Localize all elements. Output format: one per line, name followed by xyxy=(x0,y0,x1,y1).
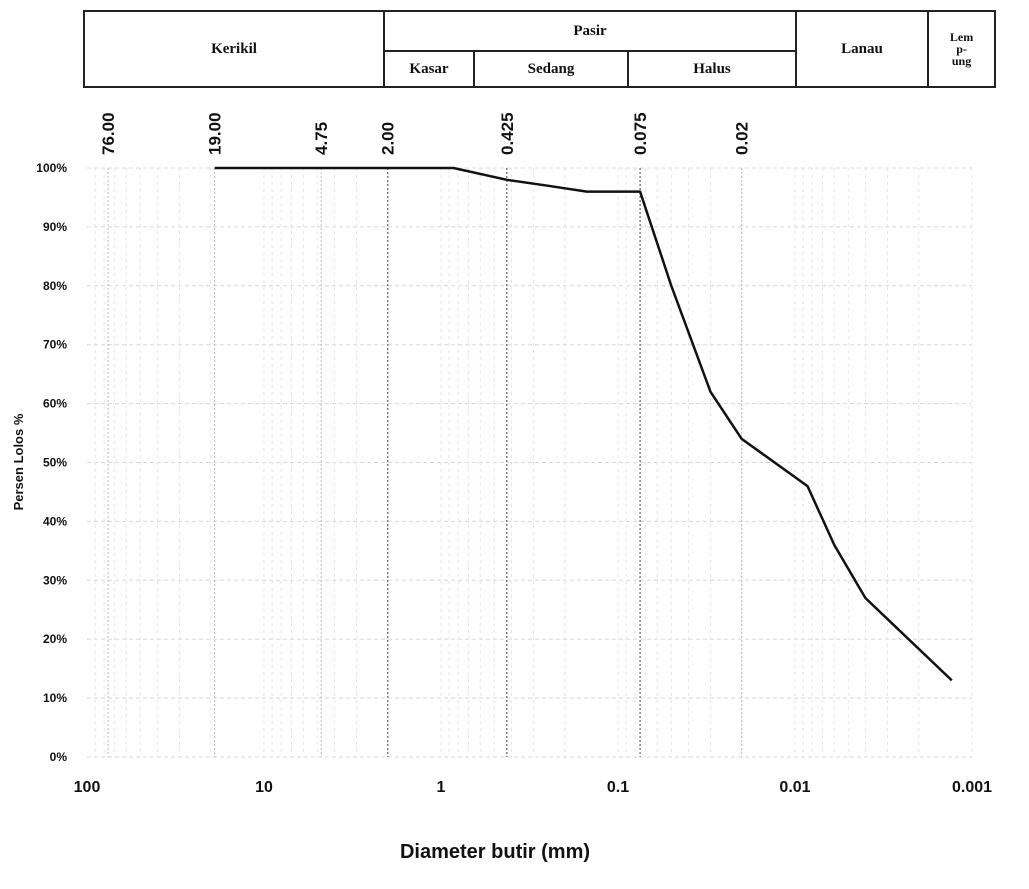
y-tick-label: 50% xyxy=(43,456,67,470)
lempung-line-2: p- xyxy=(956,42,967,56)
y-tick-label: 20% xyxy=(43,632,67,646)
y-tick-label: 0% xyxy=(50,750,68,764)
labels-layer: 0% 10% 20% 30% 40% 50% 60% 70% 80% 90% 100% 100 10 1 0… xyxy=(11,112,992,863)
y-tick-label: 90% xyxy=(43,220,67,234)
sieve-size-label: 0.075 xyxy=(631,112,650,155)
lempung-cell: Lem p- ung xyxy=(927,10,997,88)
sieve-size-label: 4.75 xyxy=(312,122,331,155)
sieve-size-label: 0.02 xyxy=(733,122,752,155)
kasar-cell: Kasar xyxy=(383,50,475,88)
y-tick-label: 100% xyxy=(36,161,67,175)
y-axis-title: Persen Lolos % xyxy=(11,413,26,510)
sieve-size-label: 76.00 xyxy=(99,112,118,155)
sieve-size-label: 0.425 xyxy=(498,112,517,155)
sieve-size-label: 19.00 xyxy=(206,112,225,155)
y-tick-label: 70% xyxy=(43,338,67,352)
x-tick-label: 10 xyxy=(255,779,273,796)
sedang-cell: Sedang xyxy=(473,50,629,88)
lempung-line-3: ung xyxy=(951,54,972,68)
series-layer xyxy=(214,166,953,682)
pasir-cell: Pasir xyxy=(382,10,798,52)
x-axis-title: Diameter butir (mm) xyxy=(400,841,590,863)
y-tick-label: 60% xyxy=(43,397,67,411)
lanau-cell: Lanau xyxy=(795,10,930,88)
gradation-curve xyxy=(214,166,953,682)
x-tick-label: 0.01 xyxy=(779,779,810,796)
x-tick-label: 1 xyxy=(437,779,446,796)
sieve-size-label: 2.00 xyxy=(379,122,398,155)
y-tick-label: 30% xyxy=(43,573,67,587)
kerikil-cell: Kerikil xyxy=(83,10,385,88)
x-tick-label: 0.001 xyxy=(952,779,992,796)
grid-layer xyxy=(87,167,973,758)
x-tick-label: 100 xyxy=(74,779,101,796)
y-tick-label: 40% xyxy=(43,514,67,528)
y-tick-label: 10% xyxy=(43,691,67,705)
y-tick-label: 80% xyxy=(43,279,67,293)
soil-classification-table: Kerikil Pasir Lanau Lem p- ung Kasar Sed… xyxy=(83,10,997,88)
halus-cell: Halus xyxy=(626,50,798,88)
x-tick-label: 0.1 xyxy=(607,779,629,796)
lempung-line-1: Lem xyxy=(949,30,974,44)
